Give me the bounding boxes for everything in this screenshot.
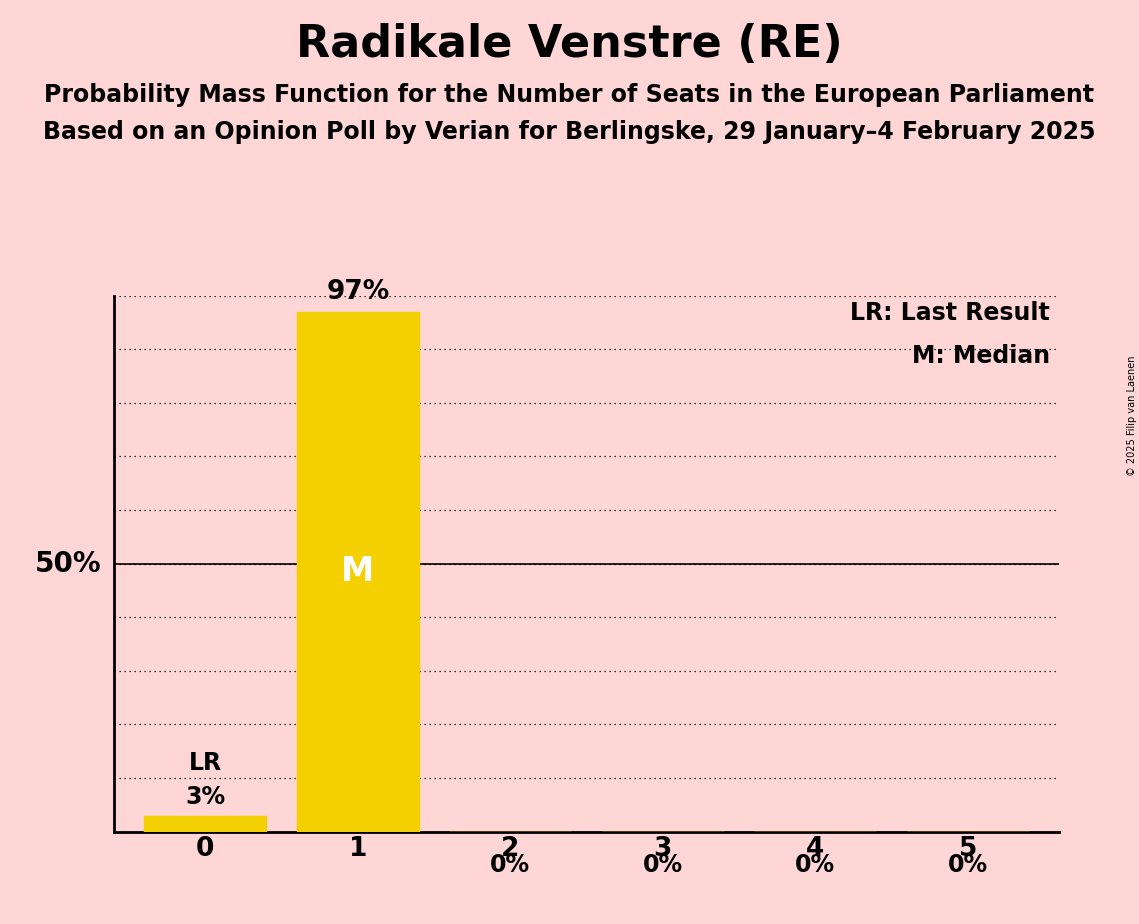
Text: LR: LR bbox=[189, 751, 222, 775]
Text: LR: Last Result: LR: Last Result bbox=[850, 301, 1050, 325]
Text: Probability Mass Function for the Number of Seats in the European Parliament: Probability Mass Function for the Number… bbox=[44, 83, 1095, 107]
Text: 0%: 0% bbox=[642, 853, 683, 877]
Text: 97%: 97% bbox=[326, 279, 390, 305]
Text: 0%: 0% bbox=[948, 853, 988, 877]
Bar bbox=[297, 311, 419, 832]
Text: M: M bbox=[342, 555, 375, 589]
Text: © 2025 Filip van Laenen: © 2025 Filip van Laenen bbox=[1126, 356, 1137, 476]
Text: 3%: 3% bbox=[186, 785, 226, 809]
Text: 50%: 50% bbox=[35, 550, 101, 578]
Text: 0%: 0% bbox=[795, 853, 835, 877]
Text: Radikale Venstre (RE): Radikale Venstre (RE) bbox=[296, 23, 843, 67]
Text: Based on an Opinion Poll by Verian for Berlingske, 29 January–4 February 2025: Based on an Opinion Poll by Verian for B… bbox=[43, 120, 1096, 144]
Bar bbox=[145, 816, 267, 832]
Text: M: Median: M: Median bbox=[911, 344, 1050, 368]
Text: 0%: 0% bbox=[490, 853, 531, 877]
